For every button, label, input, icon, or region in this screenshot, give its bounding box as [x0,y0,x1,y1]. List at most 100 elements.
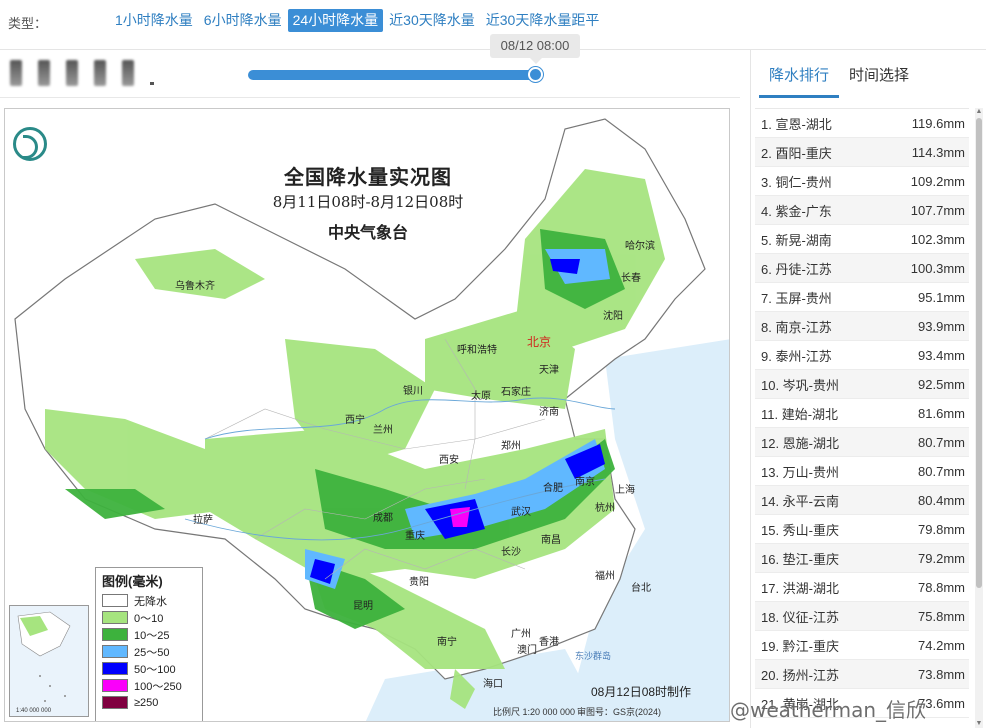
city-label: 济南 [539,407,559,418]
tab-6h-precip[interactable]: 6小时降水量 [203,12,282,28]
ranking-row[interactable]: 15. 秀山-重庆 79.8mm [755,515,969,544]
ranking-row[interactable]: 11. 建始-湖北 81.6mm [755,399,969,428]
ranking-row[interactable]: 10. 岑巩-贵州 92.5mm [755,370,969,399]
city-label: 乌鲁木齐 [175,281,215,292]
map-scale: 比例尺 1:20 000 000 [493,707,576,717]
map-made-time: 08月12日08时制作 [591,685,692,699]
legend-label: ≥250 [134,696,159,709]
ranking-station: 10. 岑巩-贵州 [761,377,840,393]
legend-item: ≥250 [96,694,202,711]
ranking-station: 6. 丹徒-江苏 [761,261,832,277]
ranking-row[interactable]: 4. 紫金-广东 107.7mm [755,196,969,225]
tab-time-select[interactable]: 时间选择 [849,67,910,84]
blurred-control-icon[interactable] [94,60,106,86]
watermark: @weatherman_信欣 [730,698,927,722]
ranking-value: 93.4mm [918,347,965,363]
tab-30d-anomaly[interactable]: 近30天降水量距平 [485,12,600,28]
blurred-control-icon[interactable] [38,60,50,86]
city-label: 沈阳 [603,311,623,322]
tab-24h-precip[interactable]: 24小时降水量 [287,9,384,32]
ranking-station: 9. 泰州-江苏 [761,348,832,364]
legend-title: 图例(毫米) [102,574,163,589]
city-label: 台北 [631,583,651,594]
ranking-row[interactable]: 8. 南京-江苏 93.9mm [755,312,969,341]
map-legend: 图例(毫米) 无降水 0～10 10～25 25～50 50～100 100～2… [95,567,203,721]
ranking-value: 79.2mm [918,550,965,566]
ranking-value: 107.7mm [910,202,965,218]
ranking-value: 79.8mm [918,521,965,537]
ranking-row[interactable]: 1. 宣恩-湖北 119.6mm [755,109,969,138]
city-label: 海口 [483,679,503,690]
city-label-capital: 北京 [527,335,552,349]
ranking-station: 15. 秀山-重庆 [761,522,840,538]
ranking-row[interactable]: 9. 泰州-江苏 93.4mm [755,341,969,370]
ranking-row[interactable]: 20. 扬州-江苏 73.8mm [755,660,969,689]
sea-label: 东沙群岛 [575,651,612,661]
ranking-value: 93.9mm [918,318,965,334]
ranking-row[interactable]: 18. 仪征-江苏 75.8mm [755,602,969,631]
city-label: 南昌 [541,535,561,546]
ranking-station: 17. 洪湖-湖北 [761,580,840,596]
ranking-station: 21. 黄岗-湖北 [761,696,840,712]
city-label: 南京 [575,477,595,488]
scroll-down-icon[interactable]: ▼ [975,720,983,727]
legend-item: 100～250 [96,677,202,694]
city-label: 长春 [621,273,641,284]
ranking-station: 13. 万山-贵州 [761,464,840,480]
city-label: 拉萨 [193,515,213,526]
legend-item: 25～50 [96,643,202,660]
ranking-value: 73.6mm [918,695,965,711]
legend-item: 50～100 [96,660,202,677]
city-label: 广州 [511,629,531,640]
ranking-station: 12. 恩施-湖北 [761,435,840,451]
playback-row: 08/12 08:00 [0,34,740,98]
ranking-row[interactable]: 16. 垫江-重庆 79.2mm [755,544,969,573]
ranking-station: 14. 永平-云南 [761,493,840,509]
ranking-row[interactable]: 2. 酉阳-重庆 114.3mm [755,138,969,167]
ranking-row[interactable]: 7. 玉屏-贵州 95.1mm [755,283,969,312]
city-label: 西安 [439,455,459,466]
ranking-row[interactable]: 17. 洪湖-湖北 78.8mm [755,573,969,602]
tab-1h-precip[interactable]: 1小时降水量 [115,12,193,28]
city-label: 香港 [539,637,559,648]
city-label: 天津 [539,365,559,376]
scroll-up-icon[interactable]: ▲ [975,108,983,115]
city-label: 成都 [373,513,393,524]
time-slider-knob[interactable] [528,67,543,82]
ranking-station: 3. 铜仁-贵州 [761,174,832,190]
cma-logo-icon [13,127,47,161]
blurred-control-icon[interactable] [122,60,134,86]
legend-swatch [102,679,128,692]
scrollbar-thumb[interactable] [976,118,982,588]
blurred-control-icon[interactable] [10,60,22,86]
ranking-value: 73.8mm [918,666,965,682]
ranking-row[interactable]: 14. 永平-云南 80.4mm [755,486,969,515]
legend-label: 100～250 [134,680,182,693]
ranking-station: 20. 扬州-江苏 [761,667,840,683]
ranking-value: 80.7mm [918,463,965,479]
ranking-value: 78.8mm [918,579,965,595]
ranking-row[interactable]: 12. 恩施-湖北 80.7mm [755,428,969,457]
ranking-station: 18. 仪征-江苏 [761,609,840,625]
type-label: 类型： [8,16,48,31]
ranking-row[interactable]: 21. 黄岗-湖北 73.6mm [755,689,969,718]
tab-30d-precip[interactable]: 近30天降水量 [389,12,475,28]
ranking-value: 109.2mm [910,173,965,189]
tab-precip-ranking[interactable]: 降水排行 [759,50,840,98]
ranking-row[interactable]: 6. 丹徒-江苏 100.3mm [755,254,969,283]
city-label: 郑州 [501,441,521,452]
ranking-station: 16. 垫江-重庆 [761,551,840,567]
ranking-row[interactable]: 3. 铜仁-贵州 109.2mm [755,167,969,196]
ranking-row[interactable]: 5. 新晃-湖南 102.3mm [755,225,969,254]
ranking-row[interactable]: 13. 万山-贵州 80.7mm [755,457,969,486]
ranking-value: 95.1mm [918,289,965,305]
ranking-scrollbar[interactable]: ▲ ▼ [975,108,983,728]
city-label: 福州 [595,571,615,582]
blurred-control-icon[interactable] [66,60,78,86]
right-panel: 降水排行 时间选择 1. 宣恩-湖北 119.6mm 2. 酉阳-重庆 114.3mm… [750,50,986,728]
south-china-sea-inset: 1:40 000 000 [9,605,89,717]
ranking-row[interactable]: 19. 黔江-重庆 74.2mm [755,631,969,660]
map-period: 8月11日08时-8月12日08时 [272,193,464,211]
time-slider-track[interactable] [248,70,536,80]
map-title: 全国降水量实况图 [284,165,452,189]
